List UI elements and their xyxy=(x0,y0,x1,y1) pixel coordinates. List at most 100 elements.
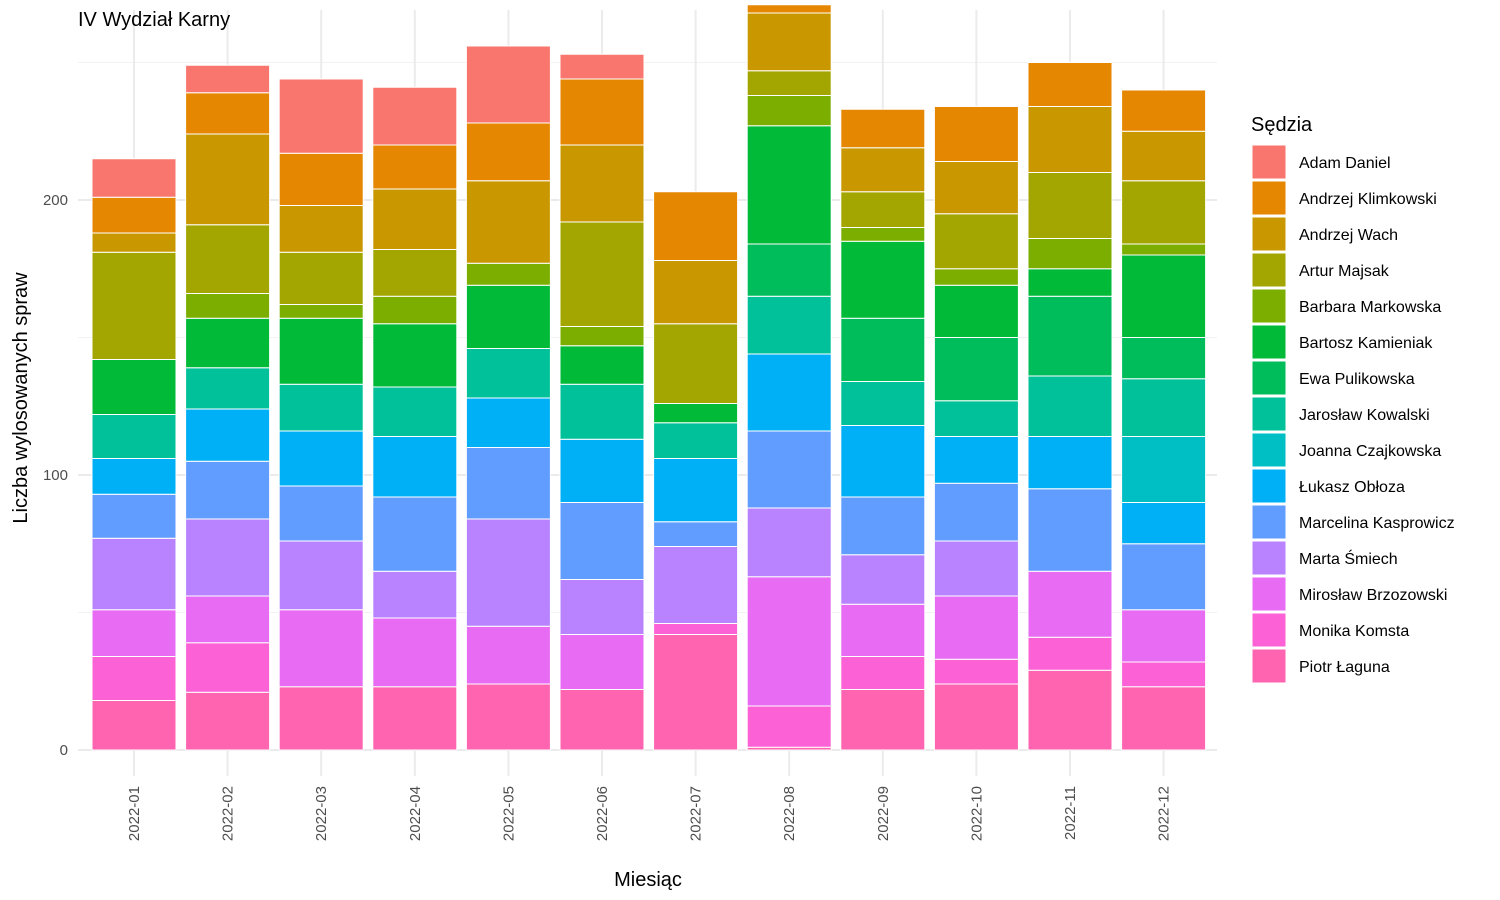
bar-segment xyxy=(933,337,1019,402)
bar-segment xyxy=(1027,636,1113,671)
bar-segment xyxy=(933,540,1019,597)
legend-label: Monika Komsta xyxy=(1299,623,1409,640)
legend-key xyxy=(1251,612,1287,648)
bar-segment xyxy=(1121,337,1207,380)
bar-segment xyxy=(372,436,458,498)
bar-segment xyxy=(653,623,739,635)
bar-segment xyxy=(653,546,739,624)
x-axis-title: Miesiąc xyxy=(614,869,682,891)
bar-segment xyxy=(933,436,1019,484)
bar-segment xyxy=(278,78,364,154)
bar-segment xyxy=(559,634,645,690)
legend-key xyxy=(1251,144,1287,180)
bar-segment xyxy=(746,430,832,509)
bar-segment xyxy=(185,64,271,94)
bar-segment xyxy=(559,689,645,751)
x-tick-label: 2022-09 xyxy=(875,786,892,841)
x-tick-label: 2022-11 xyxy=(1062,786,1079,840)
x-tick-label: 2022-01 xyxy=(126,786,143,841)
bar-segment xyxy=(933,595,1019,660)
bar-segment xyxy=(746,353,832,432)
bar-segment xyxy=(1027,295,1113,377)
bar-segment xyxy=(465,284,551,349)
bar-segment xyxy=(746,576,832,707)
bar-segment xyxy=(840,191,926,228)
legend: Sędzia Adam Daniel Andrzej Klimkowski Andr… xyxy=(1251,114,1455,684)
bar-segment xyxy=(933,658,1019,685)
bar-segment xyxy=(185,133,271,226)
legend-label: Jarosław Kowalski xyxy=(1299,407,1430,424)
bar-segment xyxy=(746,125,832,245)
bar-segment xyxy=(91,537,177,611)
bar-segment xyxy=(91,359,177,415)
bar-segment xyxy=(746,243,832,297)
bar-segment xyxy=(465,447,551,520)
bar-segment xyxy=(465,625,551,685)
legend-key xyxy=(1251,216,1287,252)
x-tick-label: 2022-02 xyxy=(220,786,237,841)
legend-key xyxy=(1251,396,1287,432)
legend-key xyxy=(1251,432,1287,468)
legend-label: Andrzej Klimkowski xyxy=(1299,191,1437,208)
bar-segment xyxy=(465,397,551,448)
bar-segment xyxy=(746,705,832,748)
bar-segment xyxy=(653,403,739,424)
legend-label: Barbara Markowska xyxy=(1299,299,1441,316)
bar-segment xyxy=(746,4,832,14)
bar-segment xyxy=(278,609,364,688)
bar-segment xyxy=(746,95,832,127)
bar-segment xyxy=(91,196,177,234)
bar-segment xyxy=(933,482,1019,542)
bar-segment xyxy=(933,161,1019,215)
bar-segment xyxy=(840,603,926,657)
bar-segment xyxy=(1121,661,1207,688)
bar-segment xyxy=(1027,268,1113,297)
bar-segment xyxy=(91,609,177,657)
bar-segment xyxy=(1121,502,1207,545)
bar-segment xyxy=(372,86,458,146)
bar-segment xyxy=(559,383,645,440)
bar-segment xyxy=(91,656,177,701)
x-tick-label: 2022-12 xyxy=(1156,786,1173,841)
legend-title: Sędzia xyxy=(1251,114,1313,136)
bar-segment xyxy=(278,686,364,751)
y-tick-label: 0 xyxy=(60,742,68,759)
bar-segment xyxy=(372,496,458,572)
bar-segment xyxy=(278,205,364,253)
bar-segment xyxy=(840,496,926,556)
bar-segment xyxy=(1121,180,1207,245)
legend-label: Adam Daniel xyxy=(1299,155,1391,172)
bar-segment xyxy=(465,122,551,182)
legend-key xyxy=(1251,180,1287,216)
bar-segment xyxy=(1121,254,1207,338)
legend-key xyxy=(1251,648,1287,684)
bar-segment xyxy=(185,92,271,135)
legend-key xyxy=(1251,288,1287,324)
legend-key xyxy=(1251,324,1287,360)
legend-key xyxy=(1251,252,1287,288)
bar-segment xyxy=(1121,89,1207,132)
bar-segment xyxy=(653,521,739,547)
bar-segment xyxy=(653,458,739,523)
x-tick-label: 2022-03 xyxy=(313,786,330,841)
legend-label: Joanna Czajkowska xyxy=(1299,443,1441,460)
bar-segment xyxy=(1027,570,1113,638)
bar-segment xyxy=(465,348,551,399)
bar-segment xyxy=(1027,238,1113,270)
bar-segment xyxy=(185,518,271,597)
bar-segment xyxy=(1027,669,1113,751)
bar-segment xyxy=(372,323,458,388)
y-tick-label: 200 xyxy=(43,192,68,209)
bar-segment xyxy=(372,686,458,751)
bar-segment xyxy=(933,106,1019,162)
bar-segment xyxy=(1027,106,1113,173)
bar-segment xyxy=(653,323,739,404)
bar-segment xyxy=(372,295,458,325)
bar-segment xyxy=(278,304,364,319)
bar-segment xyxy=(933,213,1019,270)
bar-segment xyxy=(465,518,551,627)
bar-segment xyxy=(278,152,364,206)
bar-segment xyxy=(185,642,271,693)
bar-segment xyxy=(372,570,458,619)
